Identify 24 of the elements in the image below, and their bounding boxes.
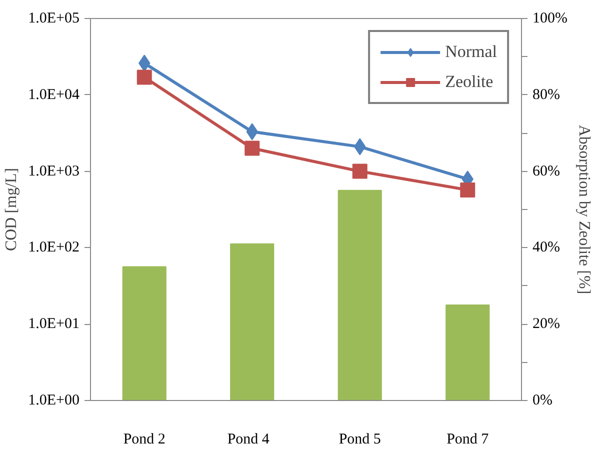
y2-axis-title: Absorption by Zeolite [%] [575,124,592,294]
y2-tick-label: 0% [532,392,552,408]
point [244,140,260,156]
y-tick-label: 1.0E+05 [28,10,80,26]
point [136,70,152,85]
x-tick-label: Pond 4 [227,432,270,448]
point [460,182,476,198]
x-tick-label: Pond 2 [123,432,166,448]
y-axis-title: COD [mg/L] [3,168,20,252]
legend-label: Normal [445,42,497,62]
legend-label: Zeolite [445,72,494,92]
y2-tick-label: 20% [532,316,560,332]
y-tick-label: 1.0E+03 [28,163,80,180]
x-tick-label: Pond 7 [446,432,490,448]
y2-tick-label: 40% [532,240,560,256]
y-tick-label: 1.0E+02 [28,240,80,256]
x-tick-label: Pond 5 [338,432,381,448]
y2-tick-label: 80% [532,86,560,103]
y-tick-label: 1.0E+04 [28,86,80,103]
y-tick-label: 1.0E+01 [28,316,80,332]
point [352,164,368,179]
y2-tick-label: 60% [532,163,560,180]
y-tick-label: 1.0E+00 [28,392,80,408]
y2-tick-label: 100% [532,10,568,26]
